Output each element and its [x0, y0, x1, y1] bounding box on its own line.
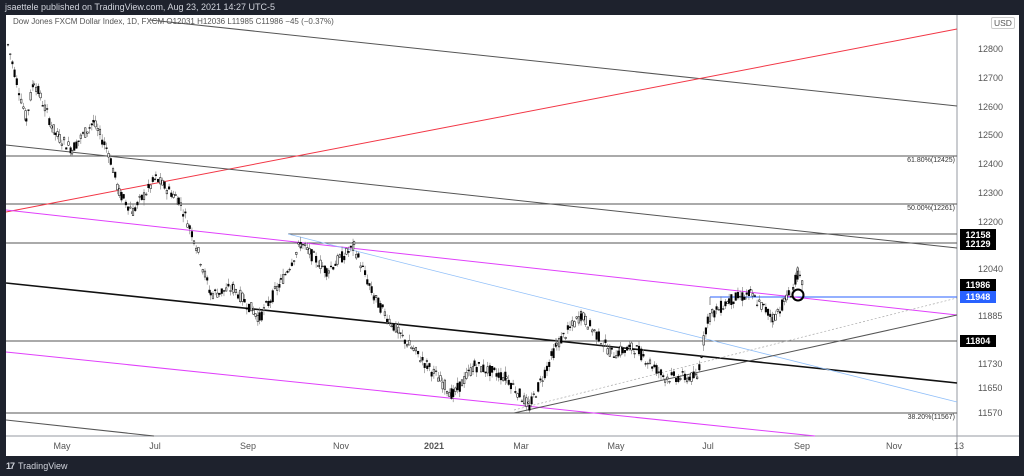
light-blue-trendline[interactable] [287, 233, 958, 403]
publisher-bar: jsaettele published on TradingView.com, … [0, 0, 1024, 15]
fib-382-label: 38.20%(11567) [908, 414, 955, 421]
fib-500-label: 50.00%(12261) [907, 205, 955, 212]
chart-frame[interactable] [6, 15, 1019, 456]
fib-618-label: 61.80%(12425) [907, 157, 955, 164]
price-tick: 12800 [978, 44, 1003, 54]
rising-trendline-dotted[interactable] [513, 297, 958, 411]
price-tag-12129: 12129 [960, 238, 996, 250]
time-tick: Nov [333, 441, 350, 451]
thick-trendline[interactable] [5, 282, 958, 384]
price-tick: 11650 [978, 383, 1002, 393]
currency-label[interactable]: USD [991, 17, 1015, 29]
time-tick: Sep [240, 441, 256, 451]
price-tag-11804: 11804 [960, 335, 996, 347]
magenta-channel-upper[interactable] [5, 209, 958, 316]
rising-trendline[interactable] [513, 314, 958, 414]
trendline-top[interactable] [149, 19, 958, 107]
price-tick: 12600 [978, 102, 1003, 112]
symbol-legend[interactable]: Dow Jones FXCM Dollar Index, 1D, FXCM O1… [13, 17, 334, 26]
tradingview-logo[interactable]: 17 TradingView [6, 461, 68, 471]
price-axis[interactable]: 12800 12700 12600 12500 12400 12300 1220… [978, 44, 1003, 418]
time-tick: May [53, 441, 71, 451]
price-tick: 11885 [978, 311, 1002, 321]
price-tick: 11730 [978, 359, 1002, 369]
time-tick: 2021 [424, 441, 444, 451]
time-tick: Nov [886, 441, 903, 451]
time-tick: Jul [149, 441, 161, 451]
publisher-text: jsaettele published on TradingView.com, … [5, 2, 276, 12]
price-tick: 12200 [978, 217, 1003, 227]
trendline-bottom-left[interactable] [5, 419, 155, 437]
circle-marker[interactable] [791, 288, 805, 302]
price-tag-11948: 11948 [960, 291, 996, 303]
trendline-mid[interactable] [5, 144, 958, 249]
price-tick: 12300 [978, 188, 1003, 198]
time-tick: 13 [954, 441, 964, 451]
candlestick-series[interactable] [6, 43, 804, 414]
price-tick: 11570 [978, 408, 1002, 418]
price-tick: 12040 [978, 264, 1003, 274]
time-tick: Mar [513, 441, 529, 451]
horizontal-levels[interactable] [6, 155, 957, 414]
price-tick: 12500 [978, 130, 1003, 140]
tradingview-logo-icon: 17 [6, 461, 15, 471]
time-tick: May [607, 441, 625, 451]
price-tag-last: 11986 [960, 279, 996, 291]
time-axis[interactable]: May Jul Sep Nov 2021 Mar May Jul Sep Nov… [53, 441, 964, 451]
price-tick: 12700 [978, 73, 1003, 83]
footer-bar: 17 TradingView [0, 456, 1024, 476]
magenta-channel-lower[interactable] [5, 351, 816, 437]
price-tick: 12400 [978, 159, 1003, 169]
time-tick: Sep [794, 441, 810, 451]
tradingview-brand: TradingView [18, 461, 68, 471]
time-tick: Jul [702, 441, 714, 451]
